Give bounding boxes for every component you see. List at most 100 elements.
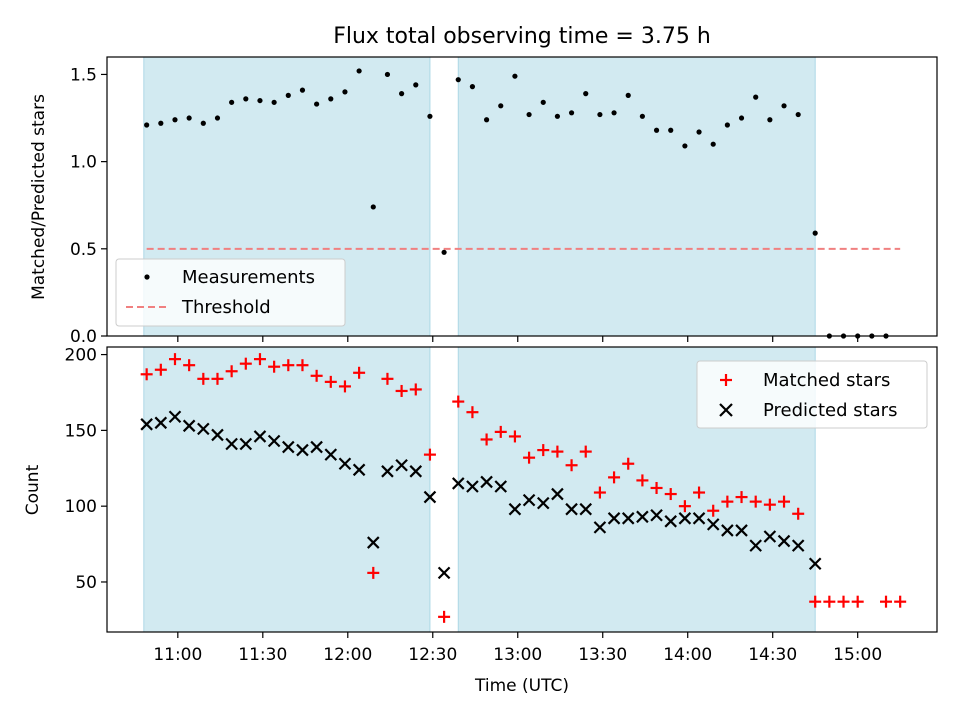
measurement-point (795, 111, 801, 118)
measurement-point (342, 89, 348, 95)
measurement-point (144, 122, 150, 128)
predicted-star-point (692, 512, 706, 525)
matched-star-point (579, 445, 592, 458)
predicted-star-point (593, 521, 607, 534)
x-tick-label: 11:00 (153, 645, 202, 665)
matched-star-point (693, 486, 706, 499)
x-axis-label: Time (UTC) (474, 676, 569, 696)
matched-star-point (438, 610, 451, 623)
matched-star-point (792, 507, 805, 520)
predicted-star-point (310, 440, 323, 454)
matched-star-point (880, 595, 893, 608)
measurement-point (257, 97, 263, 104)
bottom-y-tick-label: 100 (65, 497, 97, 517)
measurement-point (370, 204, 376, 210)
top-y-ticks: 0.0 0.5 1.0 1.5 (70, 65, 107, 347)
top-series (144, 68, 901, 339)
predicted-star-point (721, 524, 734, 537)
matched-star-point (282, 359, 295, 372)
measurement-point (526, 111, 532, 118)
measurement-point (427, 113, 433, 119)
matched-star-point (324, 375, 337, 388)
predicted-star-point (225, 437, 238, 451)
predicted-star-point (282, 440, 295, 454)
matched-star-point (763, 498, 776, 511)
predicted-star-point (664, 515, 677, 528)
measurement-point (314, 101, 320, 107)
predicted-star-point (466, 480, 479, 493)
matched-star-point (894, 595, 907, 608)
top-y-axis-label: Matched/Predicted stars (29, 94, 49, 300)
measurement-point (271, 99, 277, 105)
measurement-point (554, 113, 561, 119)
matched-star-point (183, 359, 196, 372)
bottom-legend-box (696, 360, 928, 429)
measurement-point (469, 84, 476, 90)
measurement-point (399, 91, 405, 97)
legend-predicted-marker (719, 403, 733, 417)
bottom-legend: Matched stars Predicted stars (696, 360, 928, 429)
matched-star-point (154, 363, 167, 376)
matched-star-point (452, 395, 465, 408)
predicted-star-point (678, 512, 692, 525)
legend-predicted-label: Predicted stars (763, 400, 897, 421)
measurement-point (738, 115, 745, 121)
predicted-star-point (621, 512, 635, 525)
measurement-point (583, 91, 589, 97)
measurement-point (512, 73, 518, 79)
x-tick-label: 12:30 (408, 645, 457, 665)
measurement-point (812, 230, 818, 236)
predicted-star-point (607, 512, 621, 525)
matched-star-point (253, 353, 266, 366)
measurement-point (653, 127, 660, 133)
predicted-star-point (735, 524, 748, 537)
predicted-star-point (182, 419, 196, 433)
matched-star-point (140, 368, 153, 381)
predicted-star-point (197, 422, 210, 436)
measurement-point (200, 120, 206, 126)
matched-star-point (466, 406, 479, 419)
measurement-point (243, 96, 249, 102)
measurement-point (413, 82, 419, 88)
matched-star-point (480, 433, 493, 446)
measurement-point (441, 249, 447, 255)
predicted-star-point (367, 536, 380, 549)
predicted-star-point (239, 437, 253, 451)
measurement-point (186, 115, 192, 121)
matched-star-point (622, 457, 635, 470)
predicted-star-point (565, 502, 578, 516)
x-tick-label: 11:30 (238, 645, 287, 665)
measurement-point (696, 129, 702, 135)
measurement-point (724, 122, 730, 128)
measurement-point (668, 127, 674, 133)
measurement-point (328, 96, 334, 102)
matched-star-point (707, 504, 720, 517)
matched-star-point (823, 595, 836, 608)
matched-star-point (268, 360, 281, 373)
predicted-star-point (324, 448, 338, 461)
bottom-axes-frame (106, 346, 938, 633)
predicted-star-point (437, 566, 451, 580)
matched-star-point (593, 486, 606, 499)
predicted-star-point (381, 465, 394, 478)
measurement-point (285, 92, 291, 98)
top-y-tick-label: 1.0 (70, 153, 97, 173)
matched-star-point (837, 595, 850, 608)
matched-star-point (296, 359, 309, 372)
matched-star-point (395, 384, 408, 397)
x-tick-label: 15:00 (833, 645, 882, 665)
measurement-point (356, 68, 362, 74)
matched-star-point (664, 488, 677, 501)
legend-threshold-label: Threshold (181, 297, 271, 318)
top-y-tick-label: 0.5 (70, 240, 97, 260)
predicted-star-point (791, 539, 805, 552)
matched-star-point (551, 445, 564, 458)
measurement-point (483, 117, 490, 123)
measurement-point (172, 117, 178, 123)
top-y-tick-label: 0.0 (70, 327, 97, 347)
predicted-star-point (551, 487, 564, 501)
predicted-star-point (211, 428, 224, 442)
bottom-y-ticks: 50 100 150 200 (65, 346, 107, 593)
predicted-star-point (140, 418, 153, 431)
